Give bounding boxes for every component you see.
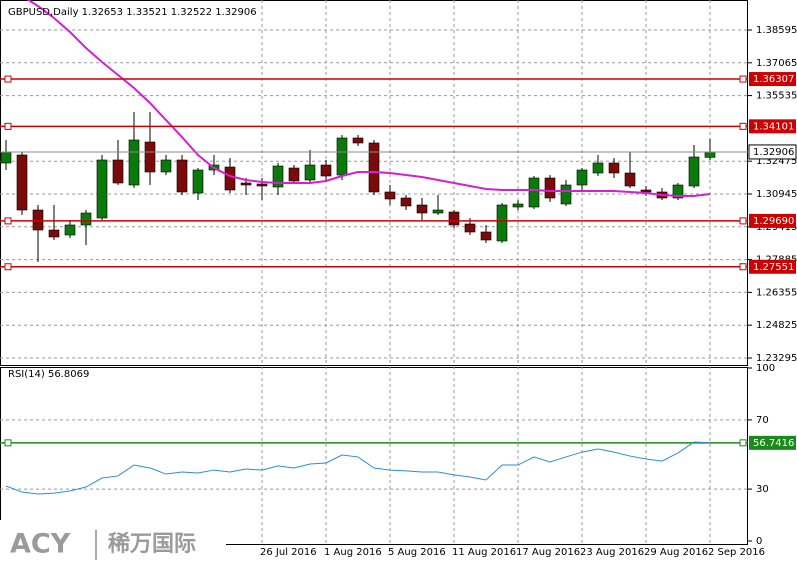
candle-body	[352, 137, 364, 144]
candle-body	[704, 151, 716, 158]
level-anchor	[4, 122, 12, 130]
level-anchor	[739, 75, 747, 83]
candle-body	[272, 165, 284, 188]
level-label: 1.36307	[753, 74, 794, 85]
candle-body	[48, 229, 60, 238]
candle-body	[224, 166, 236, 191]
y-tick-label: 70	[756, 415, 769, 426]
candle-body	[400, 197, 412, 207]
candle-body	[112, 159, 124, 184]
candle-body	[432, 209, 444, 214]
x-tick-label: 11 Aug 2016	[452, 547, 516, 558]
candle-body	[384, 191, 396, 200]
y-tick-label: 1.37065	[756, 58, 797, 69]
current-price-bg	[748, 144, 797, 160]
candle-body	[336, 137, 348, 176]
candle-body	[592, 162, 604, 174]
candle-body	[64, 224, 76, 236]
y-tick-label: 1.35535	[756, 91, 797, 102]
level-anchor	[4, 75, 12, 83]
candle-body	[576, 169, 588, 186]
candle-body	[288, 167, 300, 182]
x-tick-label: 17 Aug 2016	[516, 547, 580, 558]
level-label-bg	[749, 72, 796, 87]
candle-body	[528, 177, 540, 208]
candle-body	[144, 141, 156, 173]
logo: ACY 稀万国际	[0, 520, 226, 567]
y-tick-label: 1.24825	[756, 320, 797, 331]
candle-body	[320, 164, 332, 177]
candle-body	[496, 204, 508, 242]
level-anchor	[739, 217, 747, 225]
y-tick-label: 1.23295	[756, 353, 797, 364]
x-tick-label: 29 Aug 2016	[644, 547, 708, 558]
level-anchor	[739, 122, 747, 130]
candle-body	[0, 151, 12, 164]
candle-body	[640, 189, 652, 193]
current-price-label: 1.32906	[753, 147, 794, 158]
level-label: 1.27551	[753, 262, 794, 273]
level-label: 56.7416	[753, 438, 794, 449]
level-anchor	[739, 439, 747, 447]
candle-body	[16, 154, 28, 211]
y-tick-label: 1.26355	[756, 287, 797, 298]
logo-bg	[0, 520, 226, 567]
candle-body	[688, 156, 700, 187]
candle-body	[256, 183, 268, 187]
level-label-bg	[749, 213, 796, 228]
level-label: 1.29690	[753, 216, 794, 227]
y-tick-label: 1.32475	[756, 156, 797, 167]
x-tick-label: 26 Jul 2016	[260, 547, 317, 558]
level-label-bg	[749, 435, 796, 450]
candle-body	[176, 159, 188, 193]
rsi-line	[5, 441, 711, 495]
logo-name: 稀万国际	[108, 531, 196, 557]
x-tick-label: 5 Aug 2016	[388, 547, 446, 558]
logo-brand: ACY	[10, 529, 71, 560]
level-label-bg	[749, 119, 796, 134]
x-tick-label: 2 Sep 2016	[708, 547, 765, 558]
level-label-bg	[749, 259, 796, 274]
candle-body	[160, 159, 172, 173]
candle-body	[368, 142, 380, 193]
candle-body	[464, 223, 476, 233]
candle-body	[544, 177, 556, 199]
y-tick-label: 30	[756, 484, 769, 495]
candle-body	[32, 209, 44, 231]
rsi-panel	[0, 367, 748, 545]
candle-body	[304, 164, 316, 181]
candle-body	[128, 139, 140, 186]
level-anchor	[4, 217, 12, 225]
candle-body	[608, 162, 620, 174]
candle-body	[512, 203, 524, 208]
level-label: 1.34101	[753, 121, 794, 132]
level-anchor	[4, 439, 12, 447]
candle-body	[80, 212, 92, 226]
level-anchor	[4, 263, 12, 271]
y-tick-label: 100	[756, 363, 775, 374]
x-tick-label: 23 Aug 2016	[580, 547, 644, 558]
candle-body	[480, 231, 492, 241]
candle-body	[96, 159, 108, 219]
rsi-title: RSI(14) 56.8069	[8, 369, 89, 380]
candle-body	[560, 184, 572, 205]
x-tick-label: 1 Aug 2016	[324, 547, 382, 558]
candle-body	[240, 182, 252, 186]
y-tick-label: 1.30945	[756, 189, 797, 200]
moving-average	[26, 0, 711, 198]
chart-title: GBPUSD,Daily 1.32653 1.33521 1.32522 1.3…	[8, 7, 257, 18]
candles	[0, 0, 716, 262]
candle-body	[416, 204, 428, 214]
candle-body	[448, 211, 460, 226]
candle-body	[624, 172, 636, 187]
y-tick-label: 0	[756, 536, 762, 547]
level-anchor	[739, 263, 747, 271]
candle-body	[672, 184, 684, 199]
candle-body	[192, 169, 204, 194]
y-tick-label: 1.38595	[756, 25, 797, 36]
